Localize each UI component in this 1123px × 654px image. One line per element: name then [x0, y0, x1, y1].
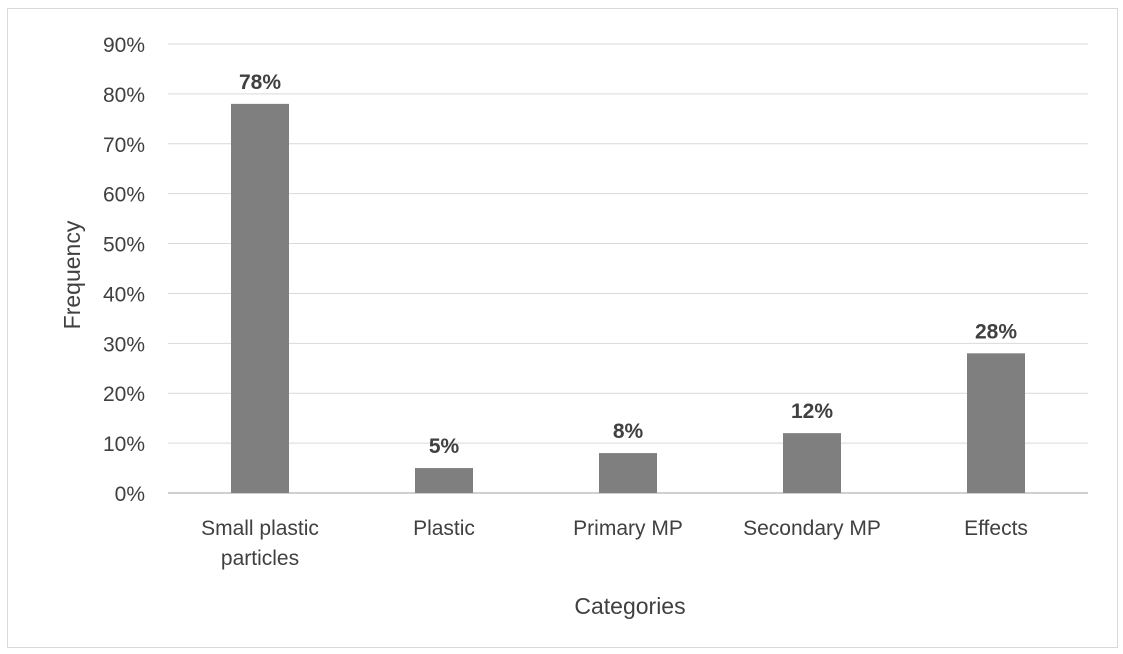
y-tick-label: 0%	[115, 483, 145, 506]
y-tick-label: 50%	[103, 234, 145, 257]
data-label: 5%	[429, 435, 460, 458]
bar	[231, 103, 289, 493]
x-tick-label: Secondary MP	[743, 517, 881, 540]
y-tick-label: 90%	[103, 34, 145, 57]
data-label: 12%	[791, 400, 833, 423]
y-axis-ticks: 0% 10% 20% 30% 40% 50% 60% 70% 80% 90%	[103, 34, 145, 506]
gridlines	[168, 43, 1088, 494]
x-tick-label: Effects	[964, 517, 1028, 540]
y-tick-label: 60%	[103, 184, 145, 207]
y-tick-label: 70%	[103, 134, 145, 157]
x-axis-ticks: Small plastic particles Plastic Primary MP S…	[201, 517, 1028, 570]
data-label: 8%	[613, 420, 644, 443]
y-tick-label: 20%	[103, 383, 145, 406]
bars	[231, 103, 1025, 493]
data-label: 28%	[975, 320, 1017, 343]
x-axis-title: Categories	[574, 593, 685, 619]
y-axis-title: Frequency	[59, 220, 85, 329]
y-tick-label: 40%	[103, 283, 145, 306]
chart-frame: 78% 5% 8% 12% 28% 0% 10% 20% 30% 40% 50% 60% 70% 80%…	[7, 8, 1118, 648]
x-tick-label: Small plastic particles	[201, 517, 319, 570]
bar	[599, 453, 657, 493]
bar-chart: 78% 5% 8% 12% 28% 0% 10% 20% 30% 40% 50% 60% 70% 80%…	[59, 34, 1088, 619]
data-labels: 78% 5% 8% 12% 28%	[239, 71, 1017, 458]
y-tick-label: 80%	[103, 84, 145, 107]
bar	[415, 468, 473, 493]
data-label: 78%	[239, 71, 281, 94]
y-tick-label: 30%	[103, 333, 145, 356]
x-tick-label: Plastic	[413, 517, 475, 540]
x-tick-label: Primary MP	[573, 517, 683, 540]
y-tick-label: 10%	[103, 433, 145, 456]
bar	[967, 353, 1025, 493]
bar	[783, 433, 841, 493]
